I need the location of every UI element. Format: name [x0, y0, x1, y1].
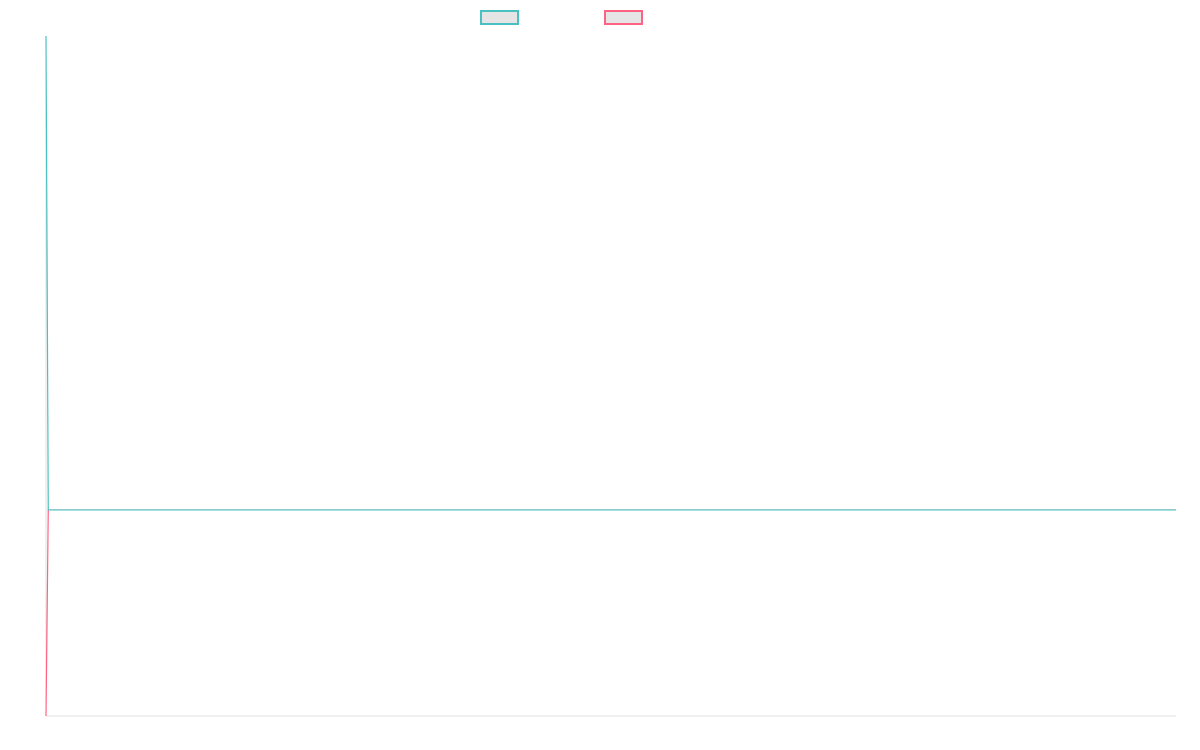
series-2-line — [45, 509, 1176, 717]
legend-swatch-series-2[interactable] — [604, 10, 643, 25]
legend-swatch-series-1[interactable] — [480, 10, 519, 25]
series-layer — [45, 35, 1176, 717]
series-1-line — [45, 35, 1176, 511]
